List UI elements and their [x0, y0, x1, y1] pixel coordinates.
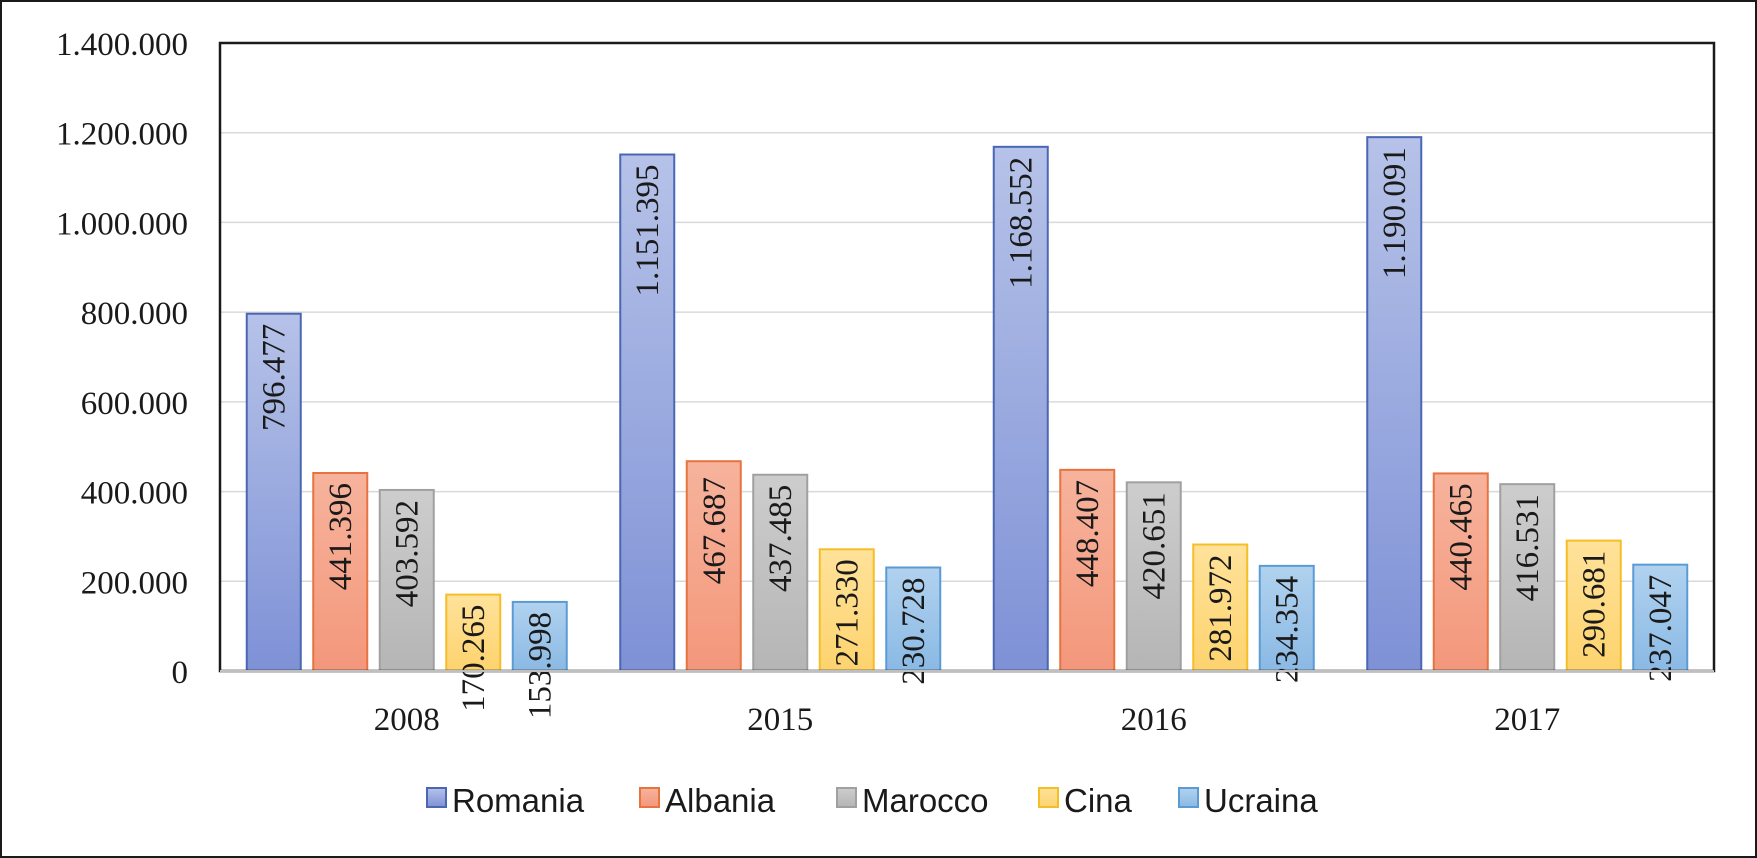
- data-label: 290.681: [1577, 551, 1613, 658]
- data-label: 153.998: [523, 612, 559, 719]
- data-label: 281.972: [1203, 555, 1239, 662]
- data-label: 234.354: [1270, 576, 1306, 683]
- y-tick-label: 1.000.000: [56, 206, 188, 242]
- x-tick-label: 2015: [747, 702, 813, 738]
- bar-albania-2017: [1432, 472, 1489, 672]
- legend-label-cina: Cina: [1064, 782, 1133, 819]
- bar-romania-2015: [619, 153, 676, 673]
- bar-cina-2008: [445, 593, 502, 672]
- bar-cina-2015: [818, 548, 875, 673]
- data-label: 1.168.552: [1004, 157, 1040, 289]
- bar-ucraina-2017: [1632, 563, 1689, 672]
- y-axis-ticks: 0 200.000 400.000 600.000 800.000 1.000.000 1.…: [56, 27, 188, 691]
- data-label: 170.265: [456, 605, 492, 712]
- bar-albania-2015: [685, 460, 742, 673]
- y-tick-label: 1.200.000: [56, 117, 188, 153]
- data-label: 1.151.395: [630, 165, 666, 297]
- bar-marocco-2017: [1499, 483, 1556, 672]
- x-axis-ticks: 2008 2015 2016 2017: [374, 702, 1561, 738]
- y-tick-label: 400.000: [81, 476, 188, 512]
- data-label: 448.407: [1070, 480, 1106, 587]
- data-label: 403.592: [390, 500, 426, 607]
- legend-swatch-romania: [426, 787, 447, 808]
- legend-swatch-ucraina: [1178, 787, 1199, 808]
- data-label: 230.728: [896, 578, 932, 685]
- legend-swatch-cina: [1038, 787, 1059, 808]
- plot-area-border: [218, 41, 1716, 673]
- x-tick-label: 2017: [1494, 702, 1560, 738]
- bar-romania-2016: [992, 145, 1049, 672]
- bar-ucraina-2008: [511, 600, 568, 672]
- data-label: 437.485: [763, 485, 799, 592]
- bar-albania-2016: [1059, 468, 1116, 672]
- bar-marocco-2016: [1125, 481, 1182, 672]
- data-label: 796.477: [257, 324, 293, 431]
- y-tick-label: 800.000: [81, 296, 188, 332]
- legend-swatch-albania: [639, 787, 660, 808]
- bars: [245, 136, 1689, 673]
- legend-label-ucraina: Ucraina: [1204, 782, 1318, 819]
- gridlines: [220, 131, 1714, 583]
- legend-swatch-marocco: [836, 787, 857, 808]
- legend-label-albania: Albania: [665, 782, 776, 819]
- legend-label-marocco: Marocco: [862, 782, 989, 819]
- y-tick-label: 0: [172, 655, 189, 691]
- bar-romania-2008: [245, 312, 302, 672]
- data-label: 441.396: [323, 483, 359, 590]
- bar-cina-2016: [1192, 543, 1249, 673]
- data-label: 420.651: [1137, 492, 1173, 599]
- data-label: 416.531: [1510, 494, 1546, 601]
- y-tick-label: 600.000: [81, 386, 188, 422]
- bar-albania-2008: [312, 472, 369, 673]
- data-label: 271.330: [830, 559, 866, 666]
- plot-border: [218, 41, 1716, 673]
- bar-romania-2017: [1366, 136, 1423, 672]
- y-tick-label: 200.000: [81, 565, 188, 601]
- data-label: 440.465: [1444, 483, 1480, 590]
- y-tick-label: 1.400.000: [56, 27, 188, 63]
- bar-ucraina-2016: [1258, 564, 1315, 672]
- x-tick-label: 2008: [374, 702, 440, 738]
- legend: Romania Albania Marocco Cina Ucraina: [426, 782, 1318, 819]
- bar-cina-2017: [1565, 539, 1622, 673]
- data-label: 467.687: [697, 477, 733, 584]
- data-label: 1.190.091: [1377, 147, 1413, 279]
- legend-label-romania: Romania: [452, 782, 585, 819]
- data-label: 237.047: [1643, 575, 1679, 682]
- data-labels: 796.477 441.396 403.592 170.265 153.998 1.151…: [257, 147, 1680, 719]
- x-tick-label: 2016: [1121, 702, 1187, 738]
